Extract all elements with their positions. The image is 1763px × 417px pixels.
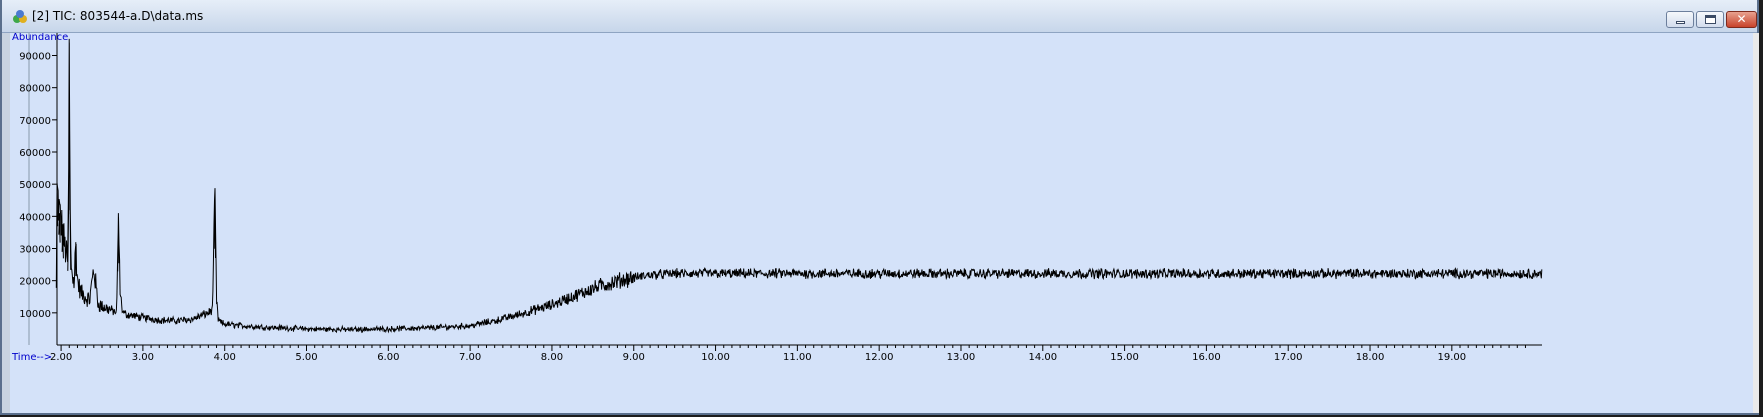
x-tick-label: 18.00 bbox=[1356, 352, 1385, 363]
x-tick-label: 2.00 bbox=[50, 352, 72, 363]
y-tick-label: 80000 bbox=[19, 84, 51, 95]
x-tick-label: 9.00 bbox=[623, 352, 645, 363]
maximize-icon bbox=[1705, 15, 1716, 24]
x-tick-label: 19.00 bbox=[1438, 352, 1467, 363]
x-tick-label: 4.00 bbox=[214, 352, 236, 363]
x-tick-label: 16.00 bbox=[1192, 352, 1221, 363]
y-tick-label: 60000 bbox=[19, 148, 51, 159]
y-axis-ticks: 10000 20000 30000 40000 50000 60000 70000 80000… bbox=[19, 52, 57, 320]
x-tick-label: 5.00 bbox=[295, 352, 317, 363]
x-tick-label: 3.00 bbox=[132, 352, 154, 363]
x-tick-label: 14.00 bbox=[1028, 352, 1057, 363]
plot-area[interactable]: 10000 20000 30000 40000 50000 60000 70000 80000… bbox=[10, 33, 1753, 413]
x-tick-label: 17.00 bbox=[1274, 352, 1303, 363]
x-axis-ticks: 2.00 3.00 4.00 5.00 6.00 7.00 8.00 9.00 10.00 11.… bbox=[50, 345, 1526, 363]
x-tick-label: 6.00 bbox=[377, 352, 399, 363]
y-tick-label: 70000 bbox=[19, 116, 51, 127]
x-tick-label: 11.00 bbox=[783, 352, 812, 363]
x-tick-label: 13.00 bbox=[947, 352, 976, 363]
chart-axes bbox=[28, 33, 1542, 346]
x-axis-label: Time--> bbox=[11, 352, 52, 363]
x-tick-label: 7.00 bbox=[459, 352, 481, 363]
y-tick-label: 10000 bbox=[19, 309, 51, 320]
close-icon: ✕ bbox=[1736, 12, 1747, 26]
x-tick-label: 15.00 bbox=[1110, 352, 1139, 363]
minimize-button[interactable] bbox=[1666, 11, 1694, 28]
y-tick-label: 20000 bbox=[19, 277, 51, 288]
y-tick-label: 40000 bbox=[19, 212, 51, 223]
window-titlebar[interactable]: [2] TIC: 803544-a.D\data.ms ✕ bbox=[2, 0, 1757, 33]
close-button[interactable]: ✕ bbox=[1726, 11, 1757, 28]
y-axis-label: Abundance bbox=[12, 33, 68, 43]
tic-trace-line bbox=[55, 38, 1543, 334]
chemstation-app-icon bbox=[12, 9, 28, 25]
minimize-icon bbox=[1676, 21, 1685, 24]
y-tick-label: 50000 bbox=[19, 180, 51, 191]
right-border-strip bbox=[1753, 33, 1759, 413]
x-tick-label: 12.00 bbox=[865, 352, 894, 363]
tic-chromatogram-chart[interactable]: 10000 20000 30000 40000 50000 60000 70000 80000… bbox=[10, 33, 1753, 413]
x-tick-label: 10.00 bbox=[701, 352, 730, 363]
window-title: [2] TIC: 803544-a.D\data.ms bbox=[32, 9, 204, 23]
maximize-button[interactable] bbox=[1696, 11, 1724, 28]
x-tick-label: 8.00 bbox=[541, 352, 563, 363]
y-tick-label: 90000 bbox=[19, 52, 51, 63]
y-tick-label: 30000 bbox=[19, 245, 51, 256]
